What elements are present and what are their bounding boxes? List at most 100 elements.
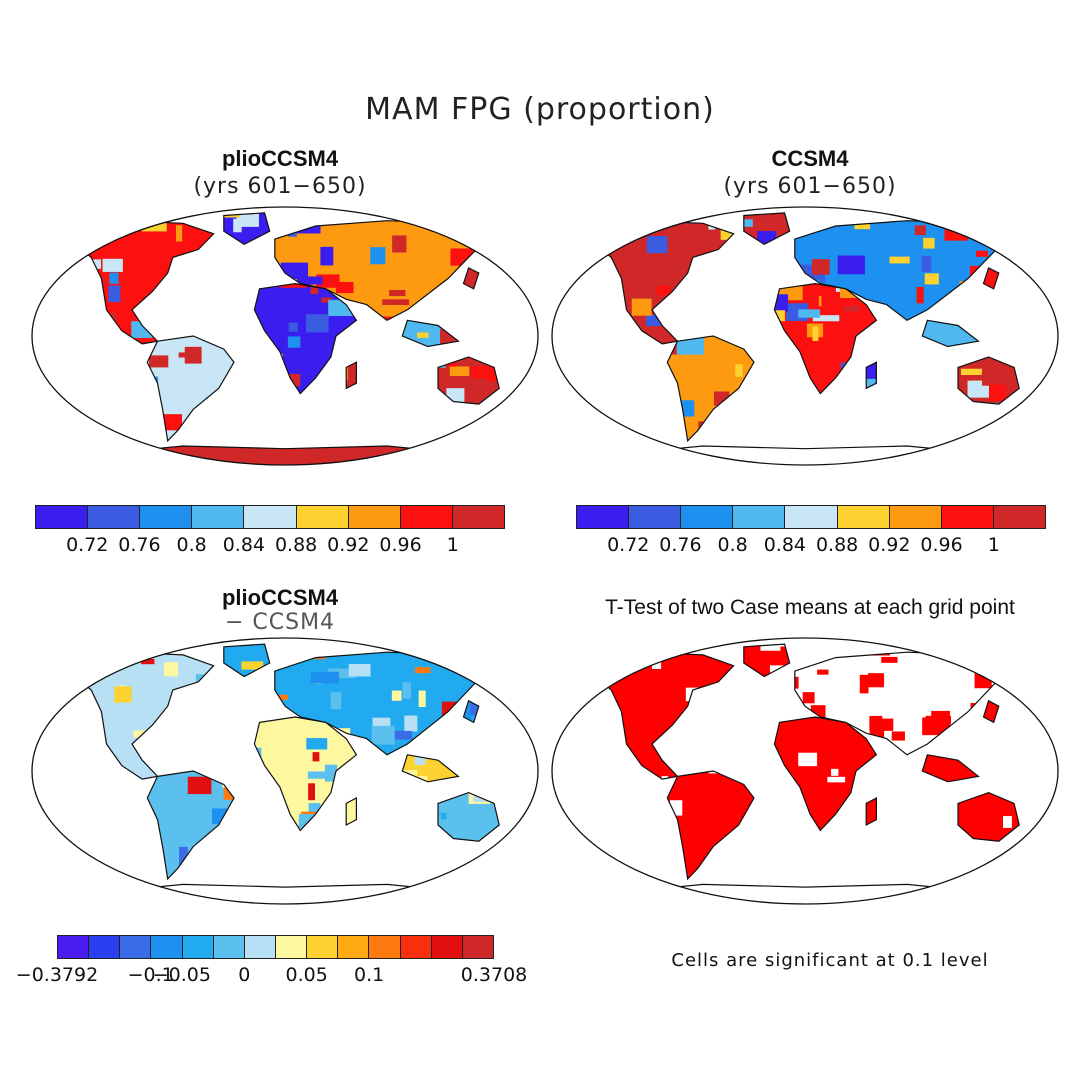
coastline-japan (982, 267, 1000, 290)
coastline-japan (462, 267, 480, 290)
coastline-africa (773, 716, 878, 832)
coastline-madagascar (345, 797, 357, 826)
coastline-antarctica (100, 445, 470, 465)
coastline-seasia (401, 319, 460, 348)
cbar3-swatch-1 (89, 936, 121, 958)
cbar3-swatch-13 (462, 936, 493, 958)
map4-land (595, 643, 1021, 904)
coastline-antarctica (620, 883, 990, 904)
cbar2-swatch-0 (577, 506, 630, 528)
coastline-madagascar (865, 797, 877, 826)
cbar2-tick-label: 0.84 (763, 534, 807, 556)
land-australia (438, 357, 500, 405)
significance-note: Cells are significant at 0.1 level (671, 950, 989, 971)
panel-2-title: CCSM4 (771, 146, 849, 171)
cbar3-swatch-4 (182, 936, 214, 958)
cbar2-swatch-5 (837, 506, 890, 528)
cbar3-swatch-7 (275, 936, 308, 958)
cbar1-tick-label: 0.84 (222, 534, 266, 556)
cbar2-swatch-1 (629, 506, 682, 528)
cbar2-tick-label: 0.92 (868, 534, 911, 556)
cbar1-swatch-1 (88, 506, 141, 528)
panel-3-title: plioCCSM4 (221, 585, 339, 610)
cbar1-swatch-5 (296, 506, 349, 528)
coastline-antarctica (100, 883, 470, 904)
coastline-greenland (743, 212, 791, 245)
cbar1-tick-label: 1 (446, 534, 459, 556)
coastline-samerica (666, 335, 755, 443)
cbar2-swatch-6 (889, 506, 942, 528)
coastline-africa (253, 282, 358, 395)
cbar3-swatch-9 (338, 936, 370, 958)
map1-border (31, 206, 539, 466)
cbar3-tick-label: 0.3708 (460, 964, 528, 986)
panel-1-title: plioCCSM4 (221, 146, 339, 171)
coastline-namerica (595, 651, 735, 780)
coastline-australia (437, 356, 500, 405)
coastline-seasia (921, 754, 980, 783)
coastline-japan (462, 699, 480, 724)
map-ccsm4 (551, 206, 1059, 466)
figure-title: MAM FPG (proportion) (365, 92, 715, 127)
panel-1-subtitle: (yrs 601−650) (193, 174, 367, 199)
cbar3-tick-label: −0.05 (152, 964, 211, 986)
cbar2-tick-label: 0.88 (815, 534, 859, 556)
cbar2-tick-label: 0.8 (717, 534, 748, 556)
cbar3-swatch-0 (58, 936, 90, 958)
coastline-greenland (223, 212, 271, 245)
cbar3-tick-label: 0.1 (354, 964, 385, 986)
coastline-namerica (75, 220, 215, 345)
cbar3-swatch-5 (213, 936, 245, 958)
coastline-samerica (146, 335, 235, 443)
cbar2-tick-label: 0.96 (920, 534, 963, 556)
coastline-samerica (666, 770, 755, 881)
cbar1-swatch-8 (452, 506, 504, 528)
cbar1-tick-label: 0.96 (379, 534, 422, 556)
coastline-seasia (401, 754, 460, 783)
cbar1-swatch-2 (140, 506, 193, 528)
cbar3-swatch-10 (369, 936, 401, 958)
cbar1-tick-label: 0.92 (327, 534, 370, 556)
coastline-namerica (595, 220, 735, 345)
coastline-madagascar (865, 361, 877, 390)
coastline-namerica (75, 651, 215, 780)
colorbar-ccsm4 (576, 505, 1046, 529)
cbar2-swatch-7 (941, 506, 994, 528)
cbar3-swatch-2 (120, 936, 152, 958)
map4-border (551, 637, 1059, 905)
cbar1-tick-label: 0.8 (176, 534, 207, 556)
coastline-samerica (146, 770, 235, 881)
cbar1-tick-label: 0.76 (118, 534, 161, 556)
cbar1-swatch-6 (348, 506, 401, 528)
cbar3-tick-label: 0 (238, 964, 251, 986)
cbar2-tick-label: 0.76 (659, 534, 702, 556)
land-madagascar (866, 362, 877, 389)
map2-border (551, 206, 1059, 466)
cbar2-tick-label: 1 (987, 534, 1000, 556)
cbar1-swatch-0 (36, 506, 89, 528)
map-plioccsm4 (31, 206, 539, 466)
coastline-antarctica (620, 445, 990, 465)
cbar3-swatch-12 (431, 936, 463, 958)
map-difference (31, 637, 539, 905)
cbar3-tick-label: −0.3792 (15, 964, 99, 986)
panel-3-subtitle: − CCSM4 (224, 610, 336, 635)
cbar1-tick-label: 0.88 (274, 534, 318, 556)
coastline-japan (982, 699, 1000, 724)
cbar2-swatch-4 (785, 506, 838, 528)
cbar1-swatch-7 (400, 506, 453, 528)
cbar2-tick-label: 0.72 (607, 534, 650, 556)
colorbar-difference (57, 935, 494, 959)
cbar1-swatch-4 (244, 506, 297, 528)
coastline-australia (957, 356, 1020, 405)
cbar3-swatch-3 (151, 936, 183, 958)
cbar3-swatch-8 (307, 936, 339, 958)
cbar2-swatch-8 (993, 506, 1045, 528)
coastline-australia (957, 791, 1020, 842)
map3-border (31, 637, 539, 905)
cbar1-swatch-3 (192, 506, 245, 528)
panel-2-subtitle: (yrs 601−650) (723, 174, 897, 199)
cbar3-tick-label: −0.1 (127, 964, 174, 986)
cbar2-swatch-3 (733, 506, 786, 528)
coastline-greenland (743, 643, 791, 678)
